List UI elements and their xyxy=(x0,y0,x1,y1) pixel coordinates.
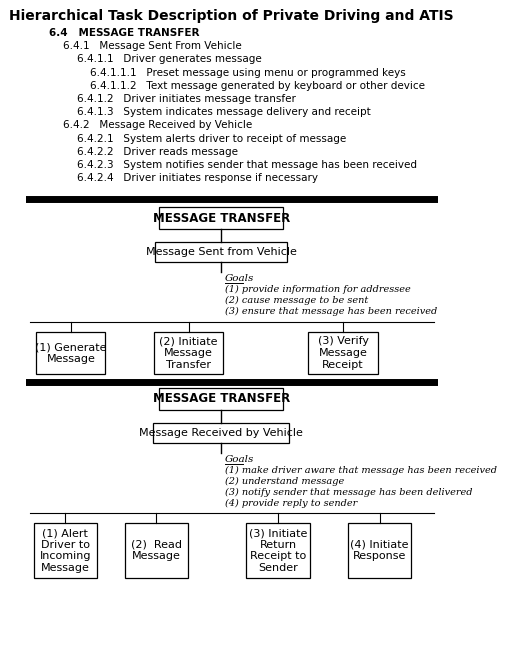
Text: 6.4.2.2   Driver reads message: 6.4.2.2 Driver reads message xyxy=(77,147,238,157)
Text: 6.4.1.3   System indicates message delivery and receipt: 6.4.1.3 System indicates message deliver… xyxy=(77,107,370,117)
Text: 6.4.2   Message Received by Vehicle: 6.4.2 Message Received by Vehicle xyxy=(63,121,252,131)
Text: 6.4   MESSAGE TRANSFER: 6.4 MESSAGE TRANSFER xyxy=(49,28,199,38)
Text: 6.4.1   Message Sent From Vehicle: 6.4.1 Message Sent From Vehicle xyxy=(63,41,241,51)
Text: (2) cause message to be sent: (2) cause message to be sent xyxy=(225,296,369,305)
FancyBboxPatch shape xyxy=(159,207,283,229)
Text: Message Sent from Vehicle: Message Sent from Vehicle xyxy=(146,247,297,257)
Text: Message Received by Vehicle: Message Received by Vehicle xyxy=(139,428,303,438)
Text: MESSAGE TRANSFER: MESSAGE TRANSFER xyxy=(153,212,290,224)
Text: 6.4.1.1.2   Text message generated by keyboard or other device: 6.4.1.1.2 Text message generated by keyb… xyxy=(90,81,425,91)
FancyBboxPatch shape xyxy=(33,523,97,578)
FancyBboxPatch shape xyxy=(125,523,188,578)
Text: (4) Initiate
Response: (4) Initiate Response xyxy=(350,539,409,561)
FancyBboxPatch shape xyxy=(153,423,289,443)
Text: 6.4.1.1.1   Preset message using menu or programmed keys: 6.4.1.1.1 Preset message using menu or p… xyxy=(90,68,406,78)
Text: (2)  Read
Message: (2) Read Message xyxy=(131,539,182,561)
FancyBboxPatch shape xyxy=(348,523,411,578)
Text: Goals: Goals xyxy=(225,274,255,283)
Text: 6.4.2.3   System notifies sender that message has been received: 6.4.2.3 System notifies sender that mess… xyxy=(77,160,417,170)
Text: (1) provide information for addressee: (1) provide information for addressee xyxy=(225,285,411,294)
Text: 6.4.1.1   Driver generates message: 6.4.1.1 Driver generates message xyxy=(77,55,261,65)
FancyBboxPatch shape xyxy=(159,388,283,410)
Text: (3) Verify
Message
Receipt: (3) Verify Message Receipt xyxy=(317,336,369,370)
Text: Hierarchical Task Description of Private Driving and ATIS: Hierarchical Task Description of Private… xyxy=(10,9,454,23)
Text: 6.4.2.1   System alerts driver to receipt of message: 6.4.2.1 System alerts driver to receipt … xyxy=(77,134,346,144)
Text: MESSAGE TRANSFER: MESSAGE TRANSFER xyxy=(153,392,290,406)
Text: Goals: Goals xyxy=(225,455,255,464)
Text: (4) provide reply to sender: (4) provide reply to sender xyxy=(225,499,357,508)
Text: (1) Alert
Driver to
Incoming
Message: (1) Alert Driver to Incoming Message xyxy=(40,528,91,573)
FancyBboxPatch shape xyxy=(37,332,105,374)
Text: (1) Generate
Message: (1) Generate Message xyxy=(35,342,106,364)
Text: (3) ensure that message has been received: (3) ensure that message has been receive… xyxy=(225,307,438,316)
FancyBboxPatch shape xyxy=(246,523,310,578)
FancyBboxPatch shape xyxy=(155,242,287,262)
Text: (3) notify sender that message has been delivered: (3) notify sender that message has been … xyxy=(225,488,473,497)
Text: (2) understand message: (2) understand message xyxy=(225,477,344,486)
Text: 6.4.1.2   Driver initiates message transfer: 6.4.1.2 Driver initiates message transfe… xyxy=(77,94,296,104)
Text: (3) Initiate
Return
Receipt to
Sender: (3) Initiate Return Receipt to Sender xyxy=(249,528,307,573)
Text: 6.4.2.4   Driver initiates response if necessary: 6.4.2.4 Driver initiates response if nec… xyxy=(77,173,317,183)
Text: (1) make driver aware that message has been received: (1) make driver aware that message has b… xyxy=(225,466,497,475)
Text: (2) Initiate
Message
Transfer: (2) Initiate Message Transfer xyxy=(159,336,218,370)
FancyBboxPatch shape xyxy=(308,332,378,374)
FancyBboxPatch shape xyxy=(154,332,223,374)
